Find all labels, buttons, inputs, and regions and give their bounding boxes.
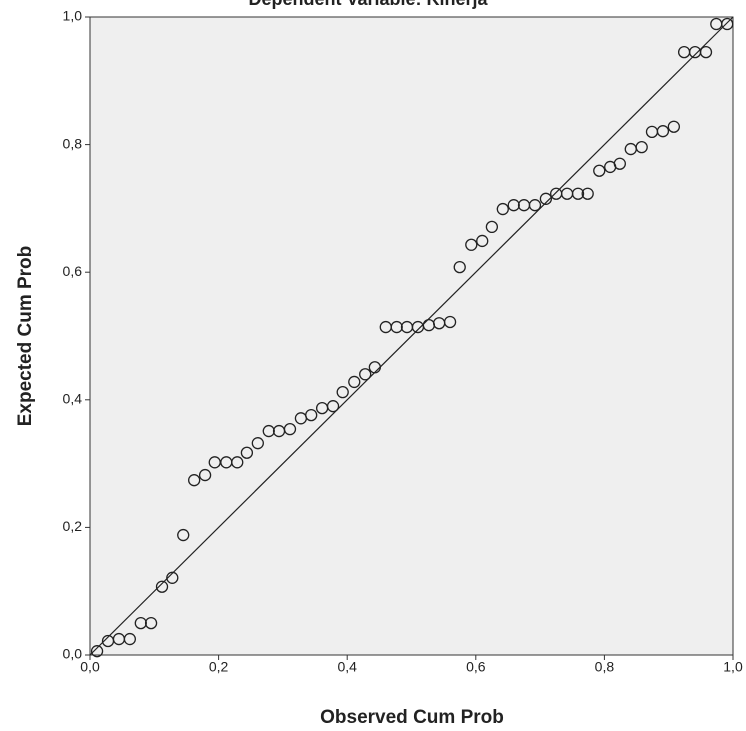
chart-title: Dependent Variable: Kinerja bbox=[248, 0, 488, 9]
x-tick-label: 0,0 bbox=[80, 659, 100, 675]
x-tick-label: 0,4 bbox=[337, 659, 357, 675]
y-tick-label: 0,8 bbox=[63, 135, 83, 151]
y-tick-label: 1,0 bbox=[63, 8, 83, 24]
x-axis-title: Observed Cum Prob bbox=[320, 707, 504, 728]
x-tick-label: 1,0 bbox=[723, 659, 743, 675]
y-tick-label: 0,0 bbox=[63, 646, 83, 662]
x-tick-label: 0,2 bbox=[209, 659, 229, 675]
y-tick-label: 0,6 bbox=[63, 263, 83, 279]
y-tick-label: 0,4 bbox=[63, 391, 83, 407]
y-tick-label: 0,2 bbox=[63, 518, 83, 534]
chart: Dependent Variable: Kinerja Observed Cum… bbox=[0, 0, 746, 731]
x-tick-label: 0,6 bbox=[466, 659, 486, 675]
x-tick-label: 0,8 bbox=[595, 659, 615, 675]
y-axis-title: Expected Cum Prob bbox=[15, 246, 36, 427]
